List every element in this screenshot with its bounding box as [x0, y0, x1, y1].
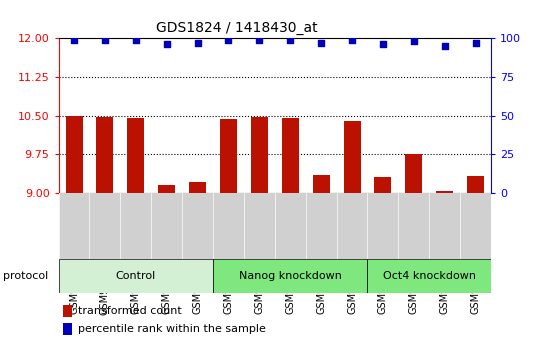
- Point: [348, 37, 357, 42]
- Point: [378, 41, 387, 47]
- Point: [255, 37, 264, 42]
- Bar: [344, 121, 360, 193]
- Point: [100, 37, 109, 42]
- Bar: [312, 175, 330, 193]
- Bar: [127, 118, 145, 193]
- Text: Nanog knockdown: Nanog knockdown: [239, 271, 341, 281]
- Text: percentile rank within the sample: percentile rank within the sample: [78, 324, 266, 334]
- Point: [286, 37, 295, 42]
- Point: [440, 43, 449, 48]
- Point: [410, 38, 418, 44]
- Bar: [63, 323, 73, 335]
- Bar: [368, 259, 491, 293]
- Bar: [282, 118, 299, 193]
- Point: [317, 40, 326, 45]
- Text: transformed count: transformed count: [78, 306, 182, 316]
- Bar: [251, 117, 268, 193]
- Bar: [97, 117, 113, 193]
- Point: [131, 37, 140, 42]
- Text: Oct4 knockdown: Oct4 knockdown: [383, 271, 476, 281]
- Bar: [63, 305, 73, 317]
- Point: [162, 41, 171, 47]
- Point: [70, 37, 79, 42]
- Text: protocol: protocol: [3, 271, 48, 281]
- Text: GDS1824 / 1418430_at: GDS1824 / 1418430_at: [156, 21, 318, 35]
- Bar: [189, 182, 206, 193]
- Text: Control: Control: [116, 271, 156, 281]
- Bar: [467, 176, 484, 193]
- Bar: [374, 177, 391, 193]
- Point: [471, 40, 480, 45]
- Point: [224, 37, 233, 42]
- Bar: [65, 116, 83, 193]
- Bar: [59, 259, 213, 293]
- Bar: [213, 259, 368, 293]
- Bar: [405, 154, 422, 193]
- Bar: [158, 186, 175, 193]
- Bar: [436, 190, 453, 193]
- Point: [193, 40, 202, 45]
- Bar: [220, 119, 237, 193]
